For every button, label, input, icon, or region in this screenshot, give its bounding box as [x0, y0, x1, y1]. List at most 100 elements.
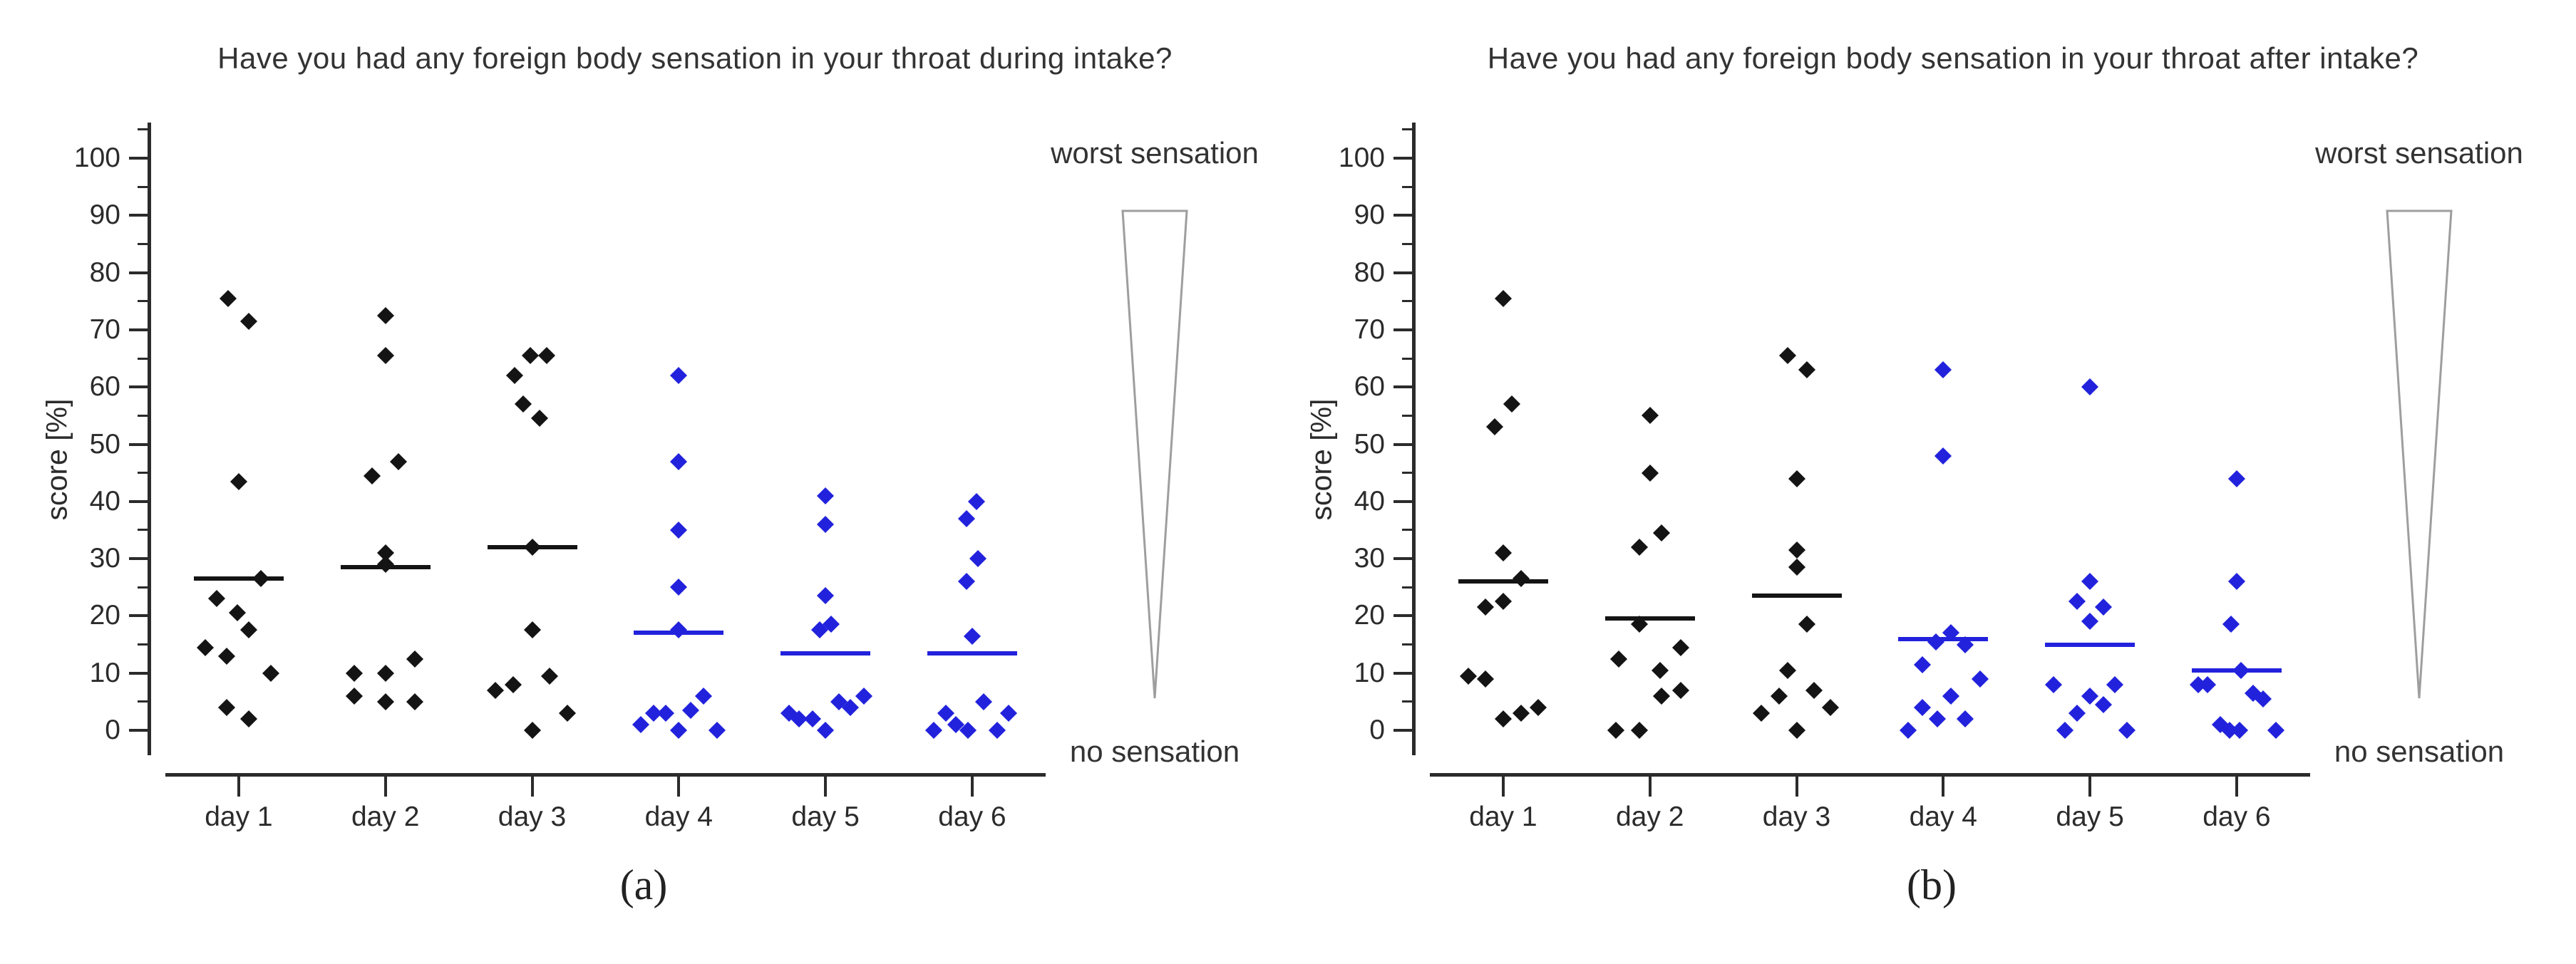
y-minor-tick [138, 300, 148, 303]
data-point-diamond [1788, 721, 1805, 740]
y-tick-label: 30 [89, 543, 120, 574]
x-tick-label: day 4 [644, 802, 713, 832]
data-point-diamond [695, 687, 713, 705]
data-point-diamond [968, 492, 986, 510]
data-point-diamond [523, 721, 541, 740]
data-point-diamond [1512, 570, 1530, 588]
y-major-tick [129, 442, 148, 446]
data-point-diamond [855, 687, 872, 705]
y-tick-label: 80 [1354, 256, 1385, 288]
data-point-diamond [1671, 638, 1689, 656]
y-major-tick [1393, 385, 1412, 389]
data-point-diamond [364, 467, 381, 484]
data-point-diamond [252, 570, 269, 588]
y-tick-label: 50 [89, 428, 120, 460]
data-point-diamond [218, 698, 236, 716]
data-point-diamond [2068, 593, 2086, 611]
data-point-diamond [1957, 710, 1974, 727]
data-point-diamond [228, 604, 246, 622]
data-point-diamond [1805, 681, 1823, 699]
data-point-diamond [969, 550, 987, 568]
data-point-diamond [2222, 616, 2240, 633]
data-point-diamond [207, 590, 226, 608]
data-point-diamond [1652, 661, 1669, 679]
y-minor-tick [138, 414, 148, 417]
y-minor-tick [1402, 242, 1412, 245]
data-point-diamond [1000, 704, 1018, 722]
data-point-diamond [1641, 464, 1659, 482]
x-tick-label: day 4 [1909, 802, 1977, 832]
annotation-worst-sensation-a: worst sensation [1051, 136, 1259, 170]
data-point-diamond [2094, 695, 2112, 713]
data-point-diamond [975, 693, 993, 710]
y-tick-label: 60 [1354, 371, 1385, 403]
y-major-tick [129, 385, 148, 389]
data-point-diamond [1788, 470, 1805, 487]
data-point-diamond [817, 515, 835, 533]
data-point-diamond [1631, 539, 1649, 556]
panel-caption-a: (a) [619, 861, 668, 908]
annotation-no-sensation-b: no sensation [2334, 735, 2505, 768]
data-point-diamond [487, 681, 505, 699]
y-tick-label: 50 [1354, 428, 1385, 460]
median-line [2045, 642, 2135, 647]
data-point-diamond [376, 347, 394, 365]
data-point-diamond [670, 721, 688, 740]
y-major-tick [129, 557, 148, 561]
y-major-tick [129, 271, 148, 274]
y-major-tick [1393, 499, 1412, 503]
data-point-diamond [1653, 687, 1671, 705]
median-line [193, 576, 284, 581]
median-line [1751, 594, 1842, 598]
data-point-diamond [406, 693, 423, 710]
data-point-diamond [2081, 573, 2099, 591]
data-point-diamond [220, 289, 237, 307]
median-line [780, 651, 871, 655]
data-point-diamond [1942, 687, 1959, 705]
y-minor-tick [1402, 357, 1412, 360]
y-tick-label: 90 [1354, 199, 1385, 231]
data-point-diamond [1494, 289, 1512, 307]
data-point-diamond [1485, 418, 1503, 436]
data-point-diamond [523, 621, 541, 639]
y-minor-tick [1402, 643, 1412, 646]
y-tick-label: 10 [1354, 657, 1385, 688]
y-tick-label: 0 [1369, 715, 1385, 745]
x-tick-label: day 1 [1469, 802, 1537, 832]
data-point-diamond [1494, 544, 1512, 562]
data-point-diamond [2044, 675, 2062, 693]
y-tick-label: 80 [89, 256, 120, 288]
y-minor-tick [1402, 472, 1412, 475]
x-tick [237, 777, 240, 797]
severity-funnel-icon [1121, 209, 1188, 699]
data-point-diamond [558, 704, 576, 722]
y-tick-label: 90 [89, 199, 120, 231]
data-point-diamond [240, 621, 258, 639]
y-tick-label: 10 [89, 657, 120, 688]
x-tick [1501, 777, 1505, 797]
y-tick-label: 60 [89, 371, 120, 403]
y-major-tick [1393, 214, 1412, 217]
data-point-diamond [817, 487, 835, 504]
data-point-diamond [1798, 361, 1815, 379]
y-major-tick [129, 328, 148, 331]
data-point-diamond [218, 647, 236, 665]
y-major-tick [129, 729, 148, 732]
x-tick-label: day 3 [498, 802, 567, 832]
y-major-tick [1393, 442, 1412, 446]
data-point-diamond [708, 721, 726, 740]
data-point-diamond [2227, 470, 2245, 487]
data-point-diamond [1927, 633, 1945, 651]
x-tick [1795, 777, 1798, 797]
data-point-diamond [670, 452, 688, 470]
x-tick [2088, 777, 2092, 797]
data-point-diamond [1770, 687, 1788, 705]
y-minor-tick [138, 472, 148, 475]
y-tick-label: 70 [1354, 313, 1385, 345]
data-point-diamond [1934, 447, 1952, 465]
y-tick-label: 100 [73, 142, 120, 173]
y-major-tick [1393, 557, 1412, 561]
data-point-diamond [1899, 721, 1917, 740]
y-major-tick [1393, 729, 1412, 732]
data-point-diamond [538, 347, 556, 365]
